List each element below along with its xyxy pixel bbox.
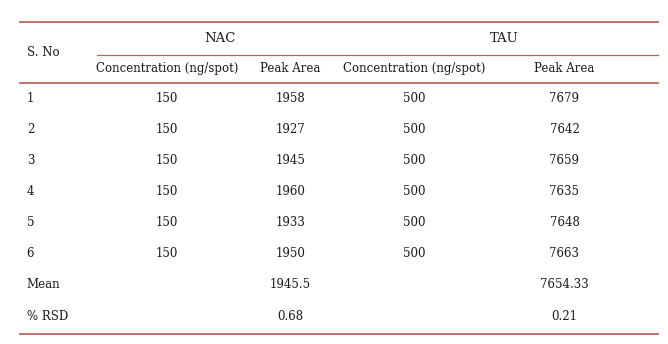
Text: Peak Area: Peak Area — [261, 62, 321, 75]
Text: 0.68: 0.68 — [277, 310, 304, 323]
Text: 1960: 1960 — [276, 185, 305, 198]
Text: 150: 150 — [156, 216, 178, 229]
Text: 1927: 1927 — [276, 123, 305, 136]
Text: 7663: 7663 — [550, 247, 579, 260]
Text: 7659: 7659 — [550, 154, 579, 167]
Text: 7648: 7648 — [550, 216, 579, 229]
Text: Concentration (ng/spot): Concentration (ng/spot) — [96, 62, 238, 75]
Text: 150: 150 — [156, 154, 178, 167]
Text: 7642: 7642 — [550, 123, 579, 136]
Text: 1958: 1958 — [276, 92, 305, 105]
Text: 500: 500 — [403, 247, 426, 260]
Text: NAC: NAC — [205, 32, 236, 45]
Text: 3: 3 — [27, 154, 34, 167]
Text: 1933: 1933 — [276, 216, 305, 229]
Text: Concentration (ng/spot): Concentration (ng/spot) — [343, 62, 486, 75]
Text: % RSD: % RSD — [27, 310, 68, 323]
Text: 1950: 1950 — [276, 247, 305, 260]
Text: 5: 5 — [27, 216, 34, 229]
Text: 1945: 1945 — [276, 154, 305, 167]
Text: 2: 2 — [27, 123, 34, 136]
Text: 150: 150 — [156, 92, 178, 105]
Text: 500: 500 — [403, 216, 426, 229]
Text: 6: 6 — [27, 247, 34, 260]
Text: 150: 150 — [156, 185, 178, 198]
Text: 1: 1 — [27, 92, 34, 105]
Text: Peak Area: Peak Area — [534, 62, 595, 75]
Text: 0.21: 0.21 — [552, 310, 577, 323]
Text: 500: 500 — [403, 123, 426, 136]
Text: 150: 150 — [156, 123, 178, 136]
Text: 500: 500 — [403, 185, 426, 198]
Text: S. No: S. No — [27, 46, 59, 59]
Text: 1945.5: 1945.5 — [270, 278, 311, 291]
Text: 4: 4 — [27, 185, 34, 198]
Text: 500: 500 — [403, 154, 426, 167]
Text: 150: 150 — [156, 247, 178, 260]
Text: 7654.33: 7654.33 — [540, 278, 589, 291]
Text: 7635: 7635 — [550, 185, 579, 198]
Text: Mean: Mean — [27, 278, 60, 291]
Text: 500: 500 — [403, 92, 426, 105]
Text: 7679: 7679 — [550, 92, 579, 105]
Text: TAU: TAU — [490, 32, 519, 45]
